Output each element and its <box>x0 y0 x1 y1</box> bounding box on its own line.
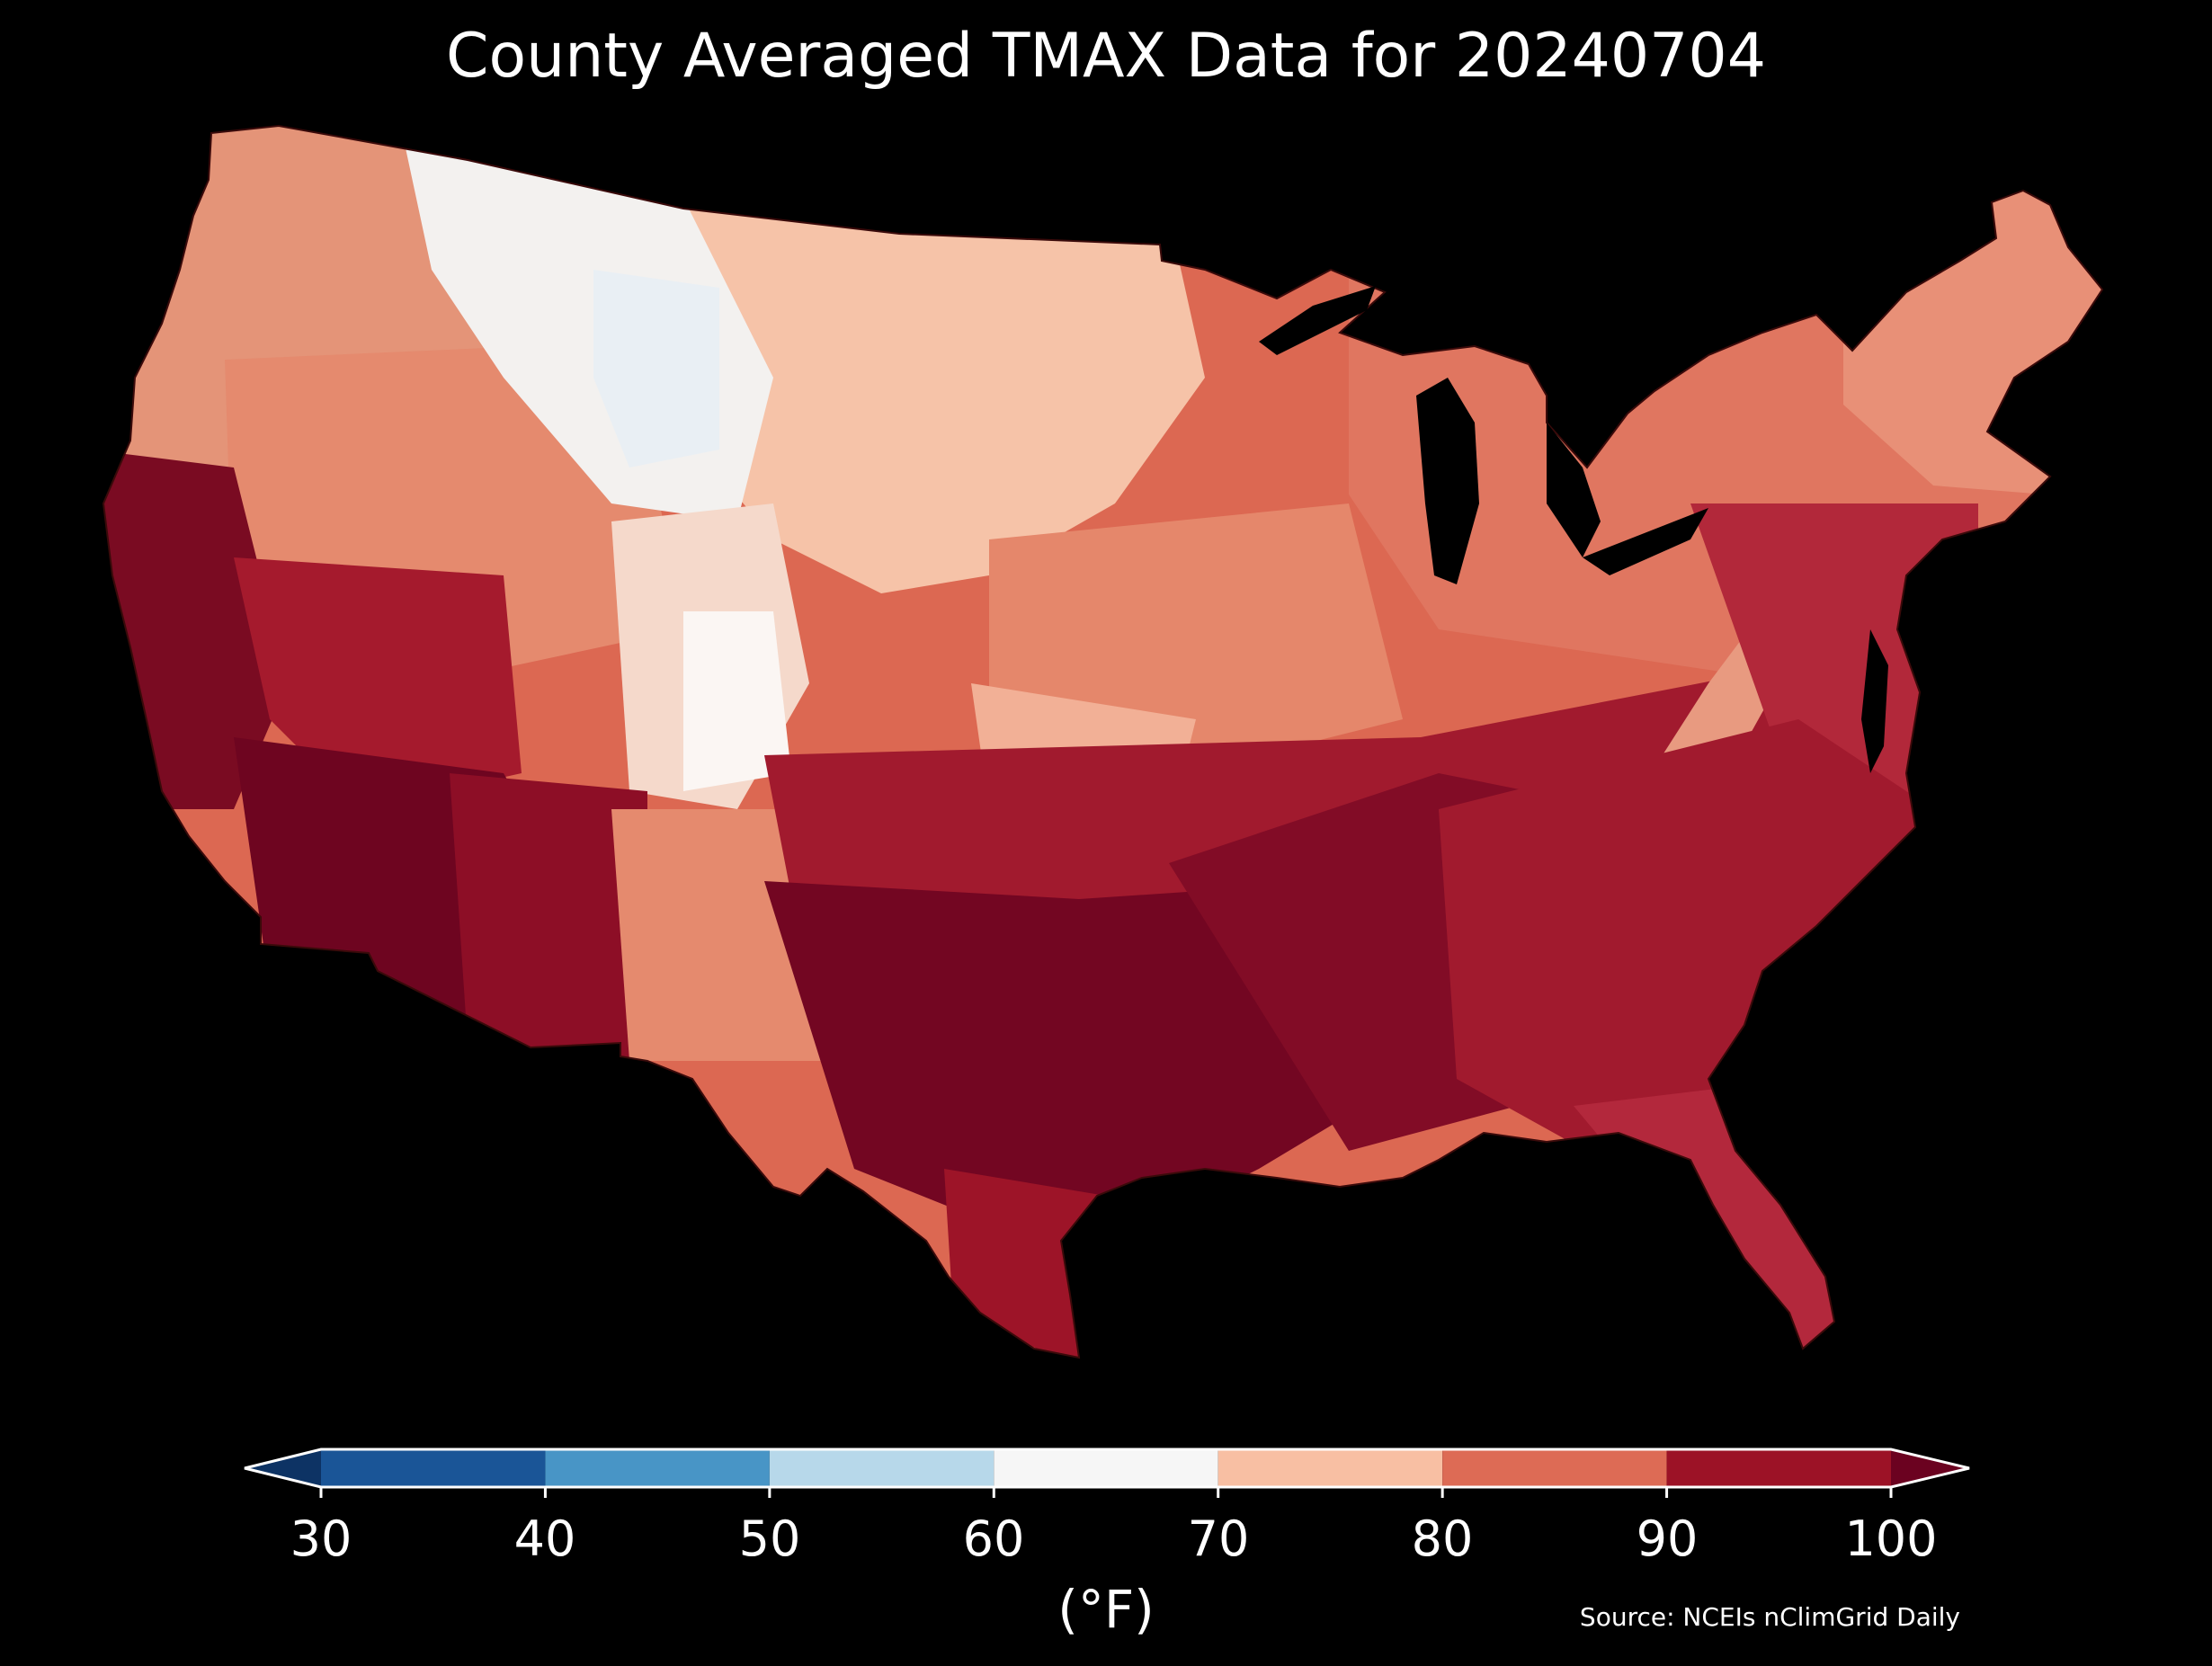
region-nevada <box>234 557 522 809</box>
colorbar-tick-label: 100 <box>1844 1510 1938 1567</box>
region-florida <box>1574 1079 1888 1358</box>
region-wyoming <box>593 270 719 468</box>
region-arizona <box>450 773 647 1061</box>
colorbar-tick-label: 50 <box>738 1510 801 1567</box>
region-northern-plains <box>629 162 1205 593</box>
lake-erie <box>1583 508 1708 575</box>
region-south-texas <box>944 1169 1106 1358</box>
colorbar-tick-label: 90 <box>1636 1510 1699 1567</box>
region-colorado-peaks <box>683 611 791 791</box>
lake-superior <box>1259 286 1376 355</box>
colorbar-tick-label: 80 <box>1411 1510 1474 1567</box>
colorbar-tick-label: 70 <box>1187 1510 1250 1567</box>
colorbar-tick-label: 30 <box>290 1510 352 1567</box>
us-border <box>102 124 2104 1359</box>
map-title: County Averaged TMAX Data for 20240704 <box>446 21 1766 92</box>
lake-michigan <box>1416 378 1479 584</box>
source-credit: Source: NCEIs nClimGrid Daily <box>1579 1602 1960 1632</box>
colorbar-tick-label: 40 <box>513 1510 576 1567</box>
colorbar-tick-label: 60 <box>962 1510 1025 1567</box>
region-new-england <box>1843 126 2102 503</box>
chesapeake-bay <box>1861 629 1888 773</box>
lake-huron <box>1547 423 1601 557</box>
colorbar-unit-label: (°F) <box>1057 1579 1155 1640</box>
